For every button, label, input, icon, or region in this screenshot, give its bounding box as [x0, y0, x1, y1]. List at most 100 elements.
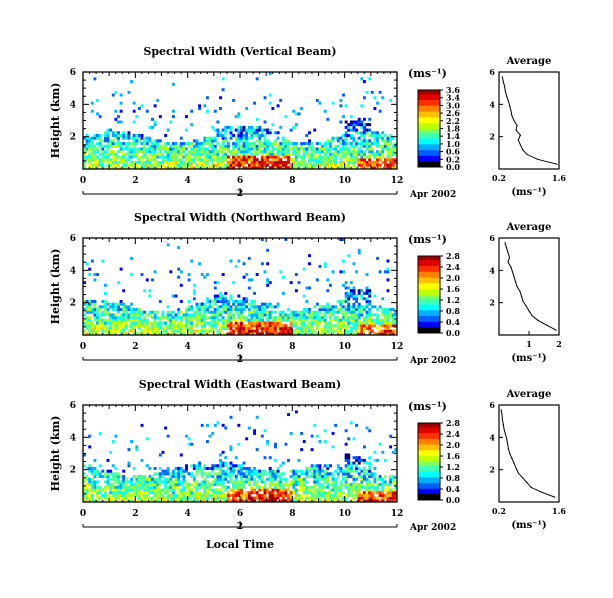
heatmap-cell [169, 155, 173, 159]
heatmap-cell [122, 332, 126, 336]
heatmap-cell [334, 160, 338, 164]
heatmap-cell [119, 324, 123, 328]
heatmap-cell [234, 142, 238, 146]
heatmap-cell [253, 305, 256, 309]
average-x-tick-label: 1.6 [552, 173, 566, 183]
heatmap-cell [106, 302, 110, 306]
heatmap-cell [232, 496, 236, 500]
heatmap-cell [315, 160, 319, 164]
heatmap-cell [174, 163, 178, 167]
heatmap-cell [268, 456, 272, 460]
heatmap-cell [294, 160, 298, 164]
heatmap-cell [331, 136, 335, 140]
heatmap-cell [122, 483, 126, 487]
heatmap-cell [103, 158, 107, 162]
heatmap-cell [391, 147, 395, 151]
heatmap-cell [213, 158, 217, 162]
heatmap-cell [190, 332, 194, 336]
heatmap-cell [242, 305, 246, 309]
heatmap-cell [250, 133, 254, 137]
heatmap-cell [302, 152, 306, 156]
heatmap-cell [93, 278, 97, 282]
heatmap-cell [389, 321, 393, 325]
heatmap-cell [321, 144, 325, 148]
heatmap-cell [362, 466, 366, 470]
heatmap-cell [153, 139, 157, 143]
heatmap-cell [284, 316, 288, 320]
heatmap-cell [143, 324, 147, 328]
heatmap-cell [349, 421, 353, 425]
heatmap-cell [391, 136, 395, 140]
heatmap-cell [177, 493, 181, 497]
heatmap-cell [187, 329, 191, 333]
heatmap-cell [255, 144, 259, 148]
heatmap-cell [240, 150, 243, 154]
heatmap-cell [83, 313, 86, 317]
heatmap-cell [260, 305, 264, 309]
heatmap-cell [109, 477, 113, 481]
heatmap-cell [240, 477, 243, 481]
heatmap-cell [145, 324, 149, 328]
heatmap-cell [137, 488, 141, 492]
heatmap-cell [187, 496, 191, 500]
heatmap-cell [373, 155, 377, 159]
heatmap-cell [132, 488, 136, 492]
heatmap-cell [198, 316, 202, 320]
heatmap-cell [106, 133, 110, 137]
heatmap-cell [96, 324, 99, 328]
heatmap-cell [140, 423, 144, 427]
heatmap-cell [124, 310, 128, 314]
x-tick-label: 10 [338, 342, 351, 352]
heatmap-cell [357, 329, 361, 333]
heatmap-cell [284, 152, 288, 156]
heatmap-cell [292, 485, 296, 489]
heatmap-cell [232, 493, 236, 497]
heatmap-cell [179, 163, 183, 167]
heatmap-cell [240, 131, 243, 135]
heatmap-cell [260, 308, 264, 312]
heatmap-cell [143, 496, 147, 500]
heatmap-cell [208, 466, 212, 470]
x-tick-label: 12 [391, 509, 404, 519]
heatmap-cell [93, 308, 97, 312]
heatmap-cell [229, 488, 233, 492]
heatmap-cell [171, 326, 175, 330]
heatmap-cell [221, 128, 225, 132]
heatmap-cell [143, 321, 147, 325]
heatmap-cell [263, 472, 267, 476]
heatmap-cell [187, 437, 191, 441]
heatmap-cell [281, 324, 285, 328]
heatmap-cell [114, 133, 118, 137]
heatmap-cell [83, 477, 86, 481]
heatmap-cell [132, 120, 136, 124]
heatmap-cell [224, 499, 228, 503]
heatmap-cell [187, 160, 191, 164]
heatmap-cell [93, 472, 97, 476]
heatmap-cell [229, 160, 233, 164]
heatmap-cell [370, 133, 374, 137]
heatmap-cell [331, 139, 335, 143]
heatmap-cell [224, 472, 228, 476]
heatmap-cell [300, 160, 304, 164]
heatmap-cell [355, 128, 359, 132]
heatmap-cell [334, 155, 338, 159]
heatmap-cell [88, 160, 92, 164]
heatmap-cell [114, 136, 118, 140]
heatmap-cell [232, 488, 236, 492]
heatmap-cell [205, 329, 209, 333]
heatmap-cell [111, 305, 115, 309]
heatmap-cell [232, 308, 236, 312]
heatmap-cell [166, 318, 170, 322]
heatmap-cell [342, 313, 345, 317]
heatmap-cell [323, 493, 327, 497]
heatmap-cell [237, 308, 241, 312]
colorbar-segment [418, 103, 440, 106]
heatmap-cell [219, 475, 222, 479]
heatmap-cell [166, 147, 170, 151]
heatmap-cell [205, 160, 209, 164]
heatmap-cell [237, 324, 241, 328]
heatmap-cell [268, 310, 272, 314]
heatmap-cell [300, 313, 304, 317]
colorbar-segment [418, 298, 440, 301]
heatmap-cell [360, 125, 364, 129]
